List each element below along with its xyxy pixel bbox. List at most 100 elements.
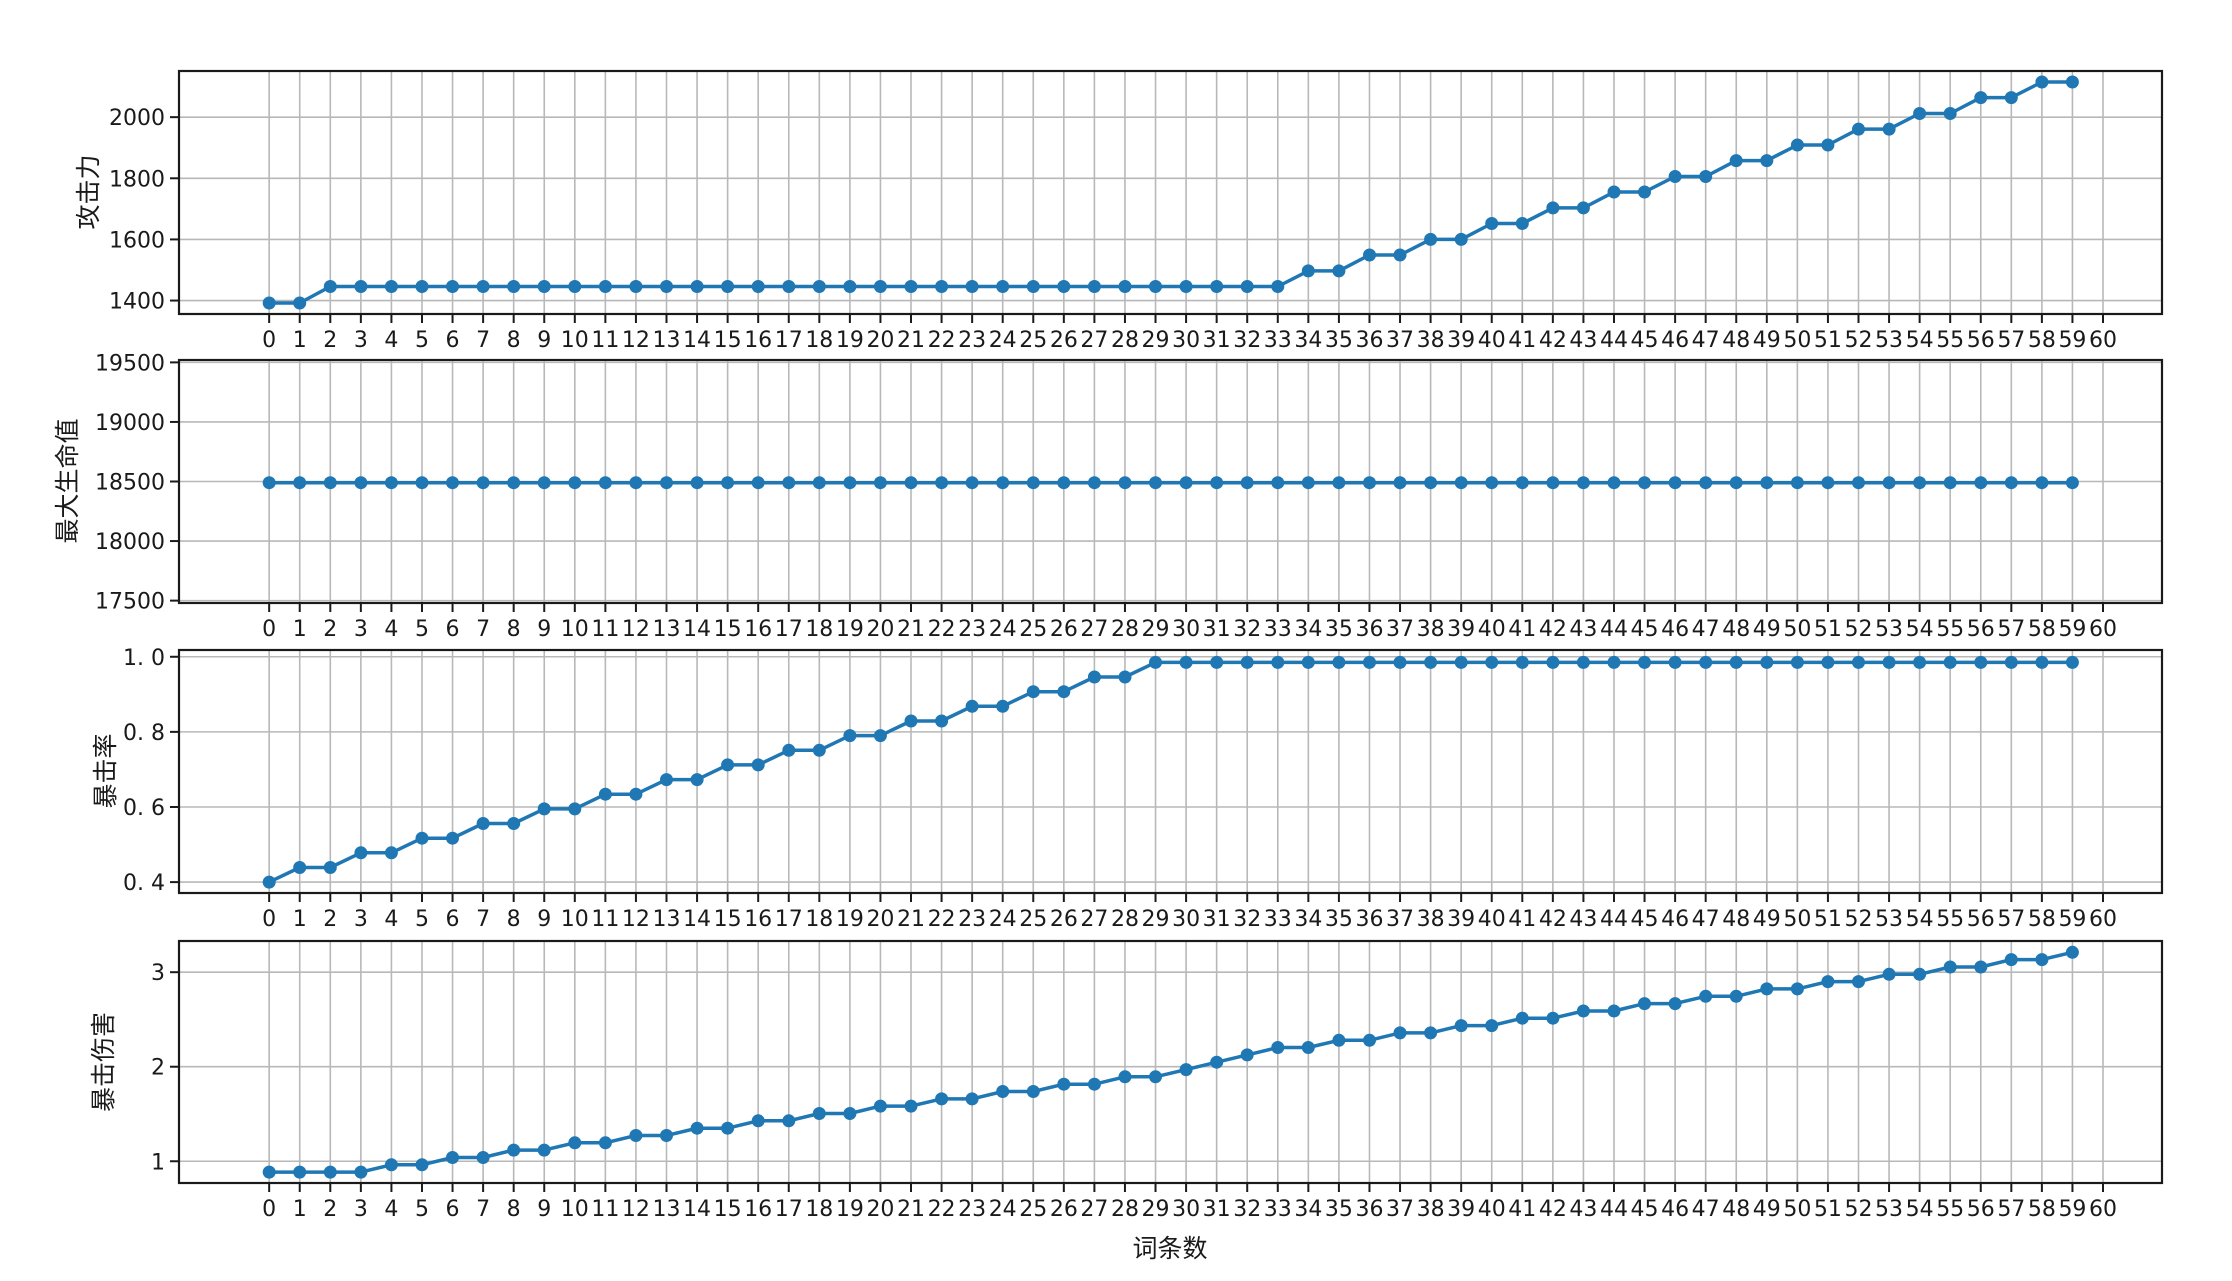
data-point xyxy=(873,280,887,293)
x-tick-label: 45 xyxy=(1631,907,1659,932)
data-point xyxy=(1576,1004,1590,1018)
x-tick-label: 54 xyxy=(1906,907,1934,932)
x-tick-label: 4 xyxy=(384,617,398,642)
x-tick-label: 46 xyxy=(1661,1197,1689,1222)
data-point xyxy=(2065,75,2079,89)
x-tick-label: 56 xyxy=(1967,907,1995,932)
x-tick-label: 39 xyxy=(1447,617,1475,642)
data-point xyxy=(1974,476,1988,490)
x-tick-label: 37 xyxy=(1386,328,1414,353)
data-point xyxy=(415,1158,429,1172)
data-point xyxy=(812,280,826,293)
x-tick-label: 52 xyxy=(1844,907,1872,932)
data-point xyxy=(1668,997,1682,1011)
x-tick-label: 31 xyxy=(1203,617,1231,642)
data-point xyxy=(1729,989,1743,1003)
data-point xyxy=(690,773,704,787)
x-tick-label: 20 xyxy=(866,1197,894,1222)
data-point xyxy=(1699,655,1713,669)
data-point xyxy=(1882,655,1896,669)
y-tick-label: 19500 xyxy=(95,351,165,376)
data-point xyxy=(1729,476,1743,490)
x-tick-label: 29 xyxy=(1142,617,1170,642)
x-tick-label: 45 xyxy=(1631,617,1659,642)
y-tick-label: 1800 xyxy=(109,167,165,192)
data-point xyxy=(721,1121,735,1135)
data-point xyxy=(1332,264,1346,278)
data-point xyxy=(1210,476,1224,490)
data-point xyxy=(1454,476,1468,490)
data-point xyxy=(1149,476,1162,490)
x-tick-label: 48 xyxy=(1722,617,1750,642)
x-tick-label: 50 xyxy=(1783,1197,1811,1222)
x-tick-label: 26 xyxy=(1050,328,1078,353)
x-tick-label: 31 xyxy=(1203,907,1231,932)
x-tick-label: 45 xyxy=(1631,328,1659,353)
data-point xyxy=(1485,1019,1499,1033)
x-tick-label: 25 xyxy=(1019,907,1047,932)
x-tick-label: 37 xyxy=(1386,907,1414,932)
x-tick-label: 11 xyxy=(591,617,619,642)
x-tick-label: 50 xyxy=(1783,907,1811,932)
x-tick-label: 4 xyxy=(384,328,398,353)
x-tick-label: 17 xyxy=(775,1197,803,1222)
data-point xyxy=(965,1092,979,1106)
data-point xyxy=(1149,280,1162,293)
x-tick-label: 53 xyxy=(1875,617,1903,642)
data-point xyxy=(1821,476,1835,490)
subplot-1: 0 1 2 3 4 5 6 7 8 9 10 11 12 13 14 15 16 17 18 19 20 21 22 23 24… xyxy=(95,351,2164,642)
data-point xyxy=(873,1099,887,1113)
data-point xyxy=(1363,248,1376,262)
data-point xyxy=(751,280,765,293)
x-tick-label: 43 xyxy=(1569,907,1597,932)
x-tick-label: 10 xyxy=(561,907,589,932)
x-tick-label: 1 xyxy=(293,617,307,642)
x-tick-label: 52 xyxy=(1844,1197,1872,1222)
data-point xyxy=(262,476,276,490)
data-point xyxy=(1393,655,1407,669)
x-tick-label: 59 xyxy=(2058,328,2086,353)
data-point xyxy=(1393,476,1407,490)
x-tick-label: 7 xyxy=(476,328,490,353)
data-point xyxy=(1668,476,1682,490)
x-tick-label: 43 xyxy=(1569,617,1597,642)
data-point xyxy=(568,280,582,293)
x-tick-label: 3 xyxy=(354,1197,368,1222)
data-point xyxy=(384,846,398,860)
data-point xyxy=(1607,185,1621,199)
data-point xyxy=(1026,685,1040,699)
data-point xyxy=(660,280,673,293)
data-point xyxy=(965,280,979,293)
x-tick-label: 51 xyxy=(1814,1197,1842,1222)
data-point xyxy=(1821,138,1835,152)
data-point xyxy=(1149,655,1162,669)
x-tick-label: 39 xyxy=(1447,907,1475,932)
x-tick-label: 11 xyxy=(591,1197,619,1222)
data-point xyxy=(904,1099,918,1113)
data-point xyxy=(1118,670,1132,684)
data-point xyxy=(476,817,490,830)
axes-spines xyxy=(177,648,2164,895)
x-tick-label: 15 xyxy=(714,328,742,353)
data-point xyxy=(1607,1004,1621,1018)
x-tick-label: 4 xyxy=(384,907,398,932)
data-point xyxy=(1026,1085,1040,1098)
x-tick-label: 58 xyxy=(2028,617,2056,642)
data-point xyxy=(1118,476,1132,490)
x-tick-label: 20 xyxy=(866,907,894,932)
x-tick-label: 52 xyxy=(1844,328,1872,353)
data-point xyxy=(629,787,643,801)
data-point xyxy=(293,861,307,874)
data-point xyxy=(2065,655,2079,669)
data-point xyxy=(1301,1041,1315,1054)
data-point xyxy=(1760,982,1774,996)
x-tick-label: 18 xyxy=(805,328,833,353)
data-point xyxy=(446,831,459,845)
data-point xyxy=(690,476,704,490)
data-point xyxy=(1882,967,1896,981)
x-tick-label: 19 xyxy=(836,328,864,353)
data-point xyxy=(812,743,826,757)
y-tick-label: 2000 xyxy=(109,106,165,131)
x-tick-label: 23 xyxy=(958,617,986,642)
